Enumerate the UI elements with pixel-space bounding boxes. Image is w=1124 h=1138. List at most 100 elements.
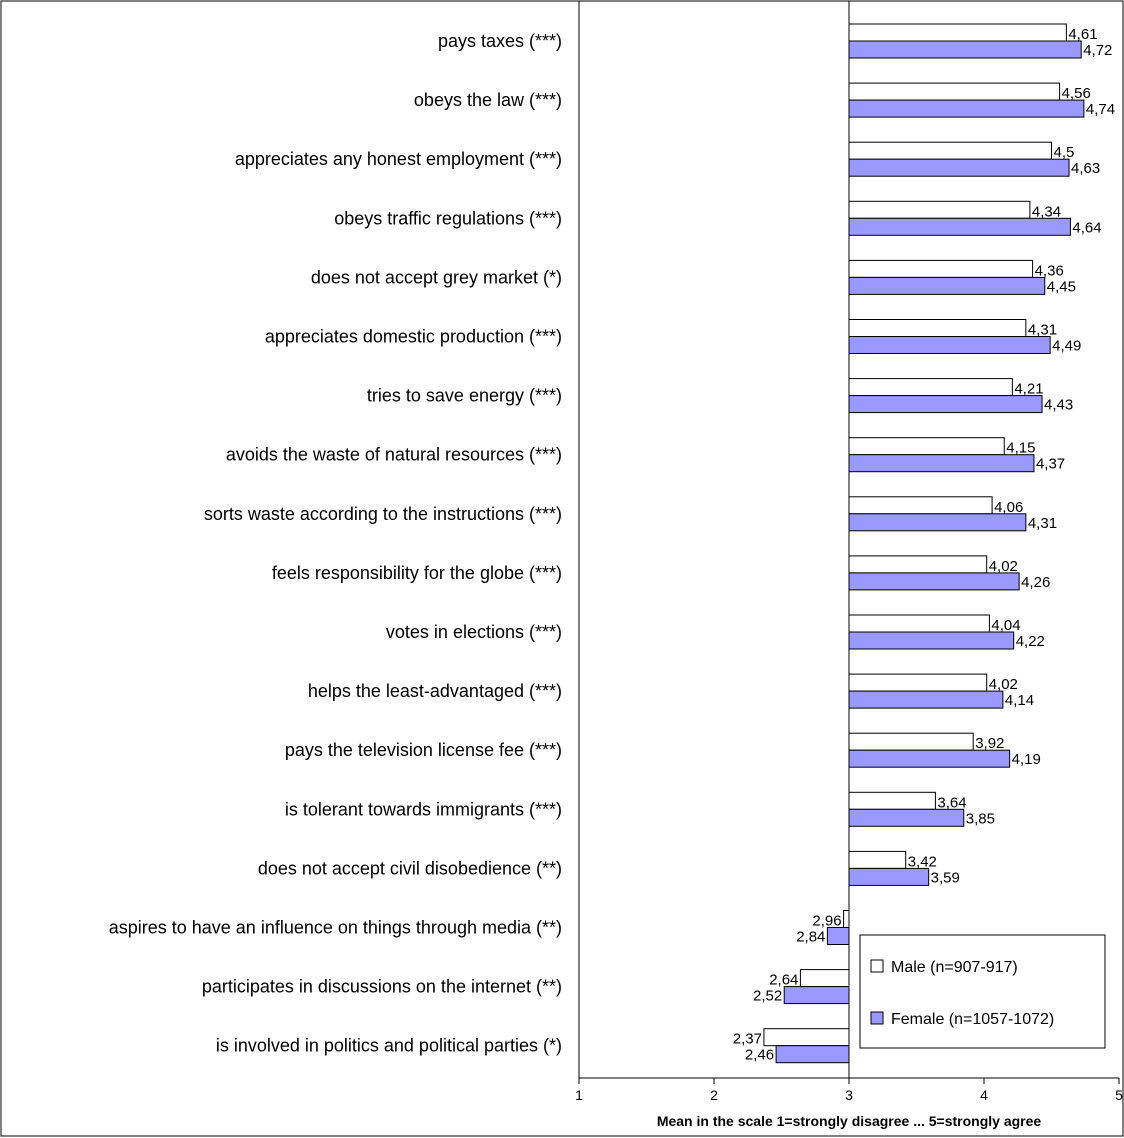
legend-swatch-female — [871, 1012, 883, 1024]
bar-female — [849, 573, 1019, 590]
data-label-female: 2,52 — [753, 988, 782, 1005]
bar-female — [849, 159, 1069, 176]
category-label: is tolerant towards immigrants (***) — [285, 799, 562, 819]
bar-male — [849, 142, 1052, 159]
bar-female — [849, 750, 1010, 767]
category-label: aspires to have an influence on things t… — [109, 918, 562, 938]
data-label-male: 4,02 — [989, 558, 1018, 575]
x-tick-label: 2 — [710, 1087, 718, 1103]
bar-male — [844, 911, 849, 928]
data-label-female: 4,49 — [1052, 338, 1081, 355]
data-label-female: 4,26 — [1021, 574, 1050, 591]
data-label-female: 4,64 — [1072, 219, 1101, 236]
bar-male — [849, 24, 1066, 41]
bar-male — [849, 733, 973, 750]
data-label-female: 4,74 — [1086, 101, 1115, 118]
bar-male — [764, 1029, 849, 1046]
bar-female — [849, 277, 1045, 294]
data-label-male: 3,92 — [975, 735, 1004, 752]
bar-male — [849, 379, 1012, 396]
category-label: appreciates domestic production (***) — [265, 327, 562, 347]
data-label-male: 4,36 — [1035, 262, 1064, 279]
data-label-male: 4,04 — [991, 617, 1020, 634]
data-label-male: 4,61 — [1068, 26, 1097, 43]
data-label-female: 4,22 — [1016, 633, 1045, 650]
x-tick-label: 4 — [980, 1087, 988, 1103]
bar-male — [849, 497, 992, 514]
category-label: avoids the waste of natural resources (*… — [226, 445, 562, 465]
category-label: obeys the law (***) — [414, 90, 562, 110]
data-label-female: 3,59 — [931, 869, 960, 886]
data-label-female: 4,72 — [1083, 42, 1112, 59]
x-tick-label: 1 — [575, 1087, 583, 1103]
category-label: pays the television license fee (***) — [285, 740, 562, 760]
data-label-female: 4,14 — [1005, 692, 1034, 709]
category-label: feels responsibility for the globe (***) — [272, 563, 562, 583]
x-tick-label: 5 — [1115, 1087, 1123, 1103]
data-label-female: 4,45 — [1047, 278, 1076, 295]
data-label-female: 4,37 — [1036, 456, 1065, 473]
category-label: appreciates any honest employment (***) — [235, 149, 562, 169]
bar-female — [849, 337, 1050, 354]
legend-swatch-male — [871, 960, 883, 972]
bar-female — [849, 396, 1042, 413]
bar-female — [849, 868, 929, 885]
data-label-male: 4,06 — [994, 499, 1023, 516]
bar-male — [849, 851, 906, 868]
bar-male — [849, 201, 1030, 218]
category-label: tries to save energy (***) — [367, 386, 562, 406]
bar-male — [849, 792, 935, 809]
bar-female — [849, 809, 964, 826]
category-label: participates in discussions on the inter… — [202, 977, 562, 997]
bar-male — [849, 83, 1060, 100]
bar-male — [849, 674, 987, 691]
bar-male — [849, 556, 987, 573]
data-label-female: 2,46 — [745, 1047, 774, 1064]
category-label: obeys traffic regulations (***) — [334, 208, 562, 228]
data-label-male: 4,34 — [1032, 203, 1061, 220]
category-label: pays taxes (***) — [438, 31, 562, 51]
legend-label-male: Male (n=907-917) — [891, 959, 1018, 976]
category-label: is involved in politics and political pa… — [216, 1036, 562, 1056]
bar-female — [776, 1046, 849, 1063]
data-label-male: 3,42 — [908, 853, 937, 870]
data-label-male: 2,64 — [769, 972, 798, 989]
legend-label-female: Female (n=1057-1072) — [891, 1011, 1054, 1028]
bar-female — [849, 514, 1026, 531]
category-label: does not accept grey market (*) — [311, 267, 562, 287]
bar-female — [849, 218, 1070, 235]
data-label-female: 3,85 — [966, 810, 995, 827]
data-label-male: 4,21 — [1014, 381, 1043, 398]
data-label-male: 4,5 — [1054, 144, 1075, 161]
data-label-male: 2,96 — [812, 913, 841, 930]
legend-box — [860, 935, 1105, 1048]
data-label-female: 4,43 — [1044, 397, 1073, 414]
category-label: sorts waste according to the instruction… — [204, 504, 562, 524]
category-label: helps the least-advantaged (***) — [308, 681, 562, 701]
bar-female — [849, 41, 1081, 58]
category-label: does not accept civil disobedience (**) — [258, 858, 562, 878]
x-axis-title: Mean in the scale 1=strongly disagree ..… — [657, 1113, 1042, 1129]
data-label-male: 4,15 — [1006, 440, 1035, 457]
legend: Male (n=907-917) Female (n=1057-1072) — [860, 935, 1105, 1048]
data-label-female: 4,63 — [1071, 160, 1100, 177]
bar-male — [849, 260, 1033, 277]
data-label-male: 4,56 — [1062, 85, 1091, 102]
bar-female — [849, 691, 1003, 708]
data-label-male: 4,02 — [989, 676, 1018, 693]
data-label-female: 2,84 — [796, 929, 825, 946]
bar-male — [849, 438, 1004, 455]
bar-female — [827, 928, 849, 945]
bar-female — [784, 987, 849, 1004]
data-label-female: 4,19 — [1012, 751, 1041, 768]
bar-male — [849, 320, 1026, 337]
bar-male — [849, 615, 989, 632]
bar-female — [849, 455, 1034, 472]
bar-female — [849, 100, 1084, 117]
category-label: votes in elections (***) — [386, 622, 562, 642]
x-tick-label: 3 — [845, 1087, 853, 1103]
bar-male — [800, 970, 849, 987]
data-label-female: 4,31 — [1028, 515, 1057, 532]
